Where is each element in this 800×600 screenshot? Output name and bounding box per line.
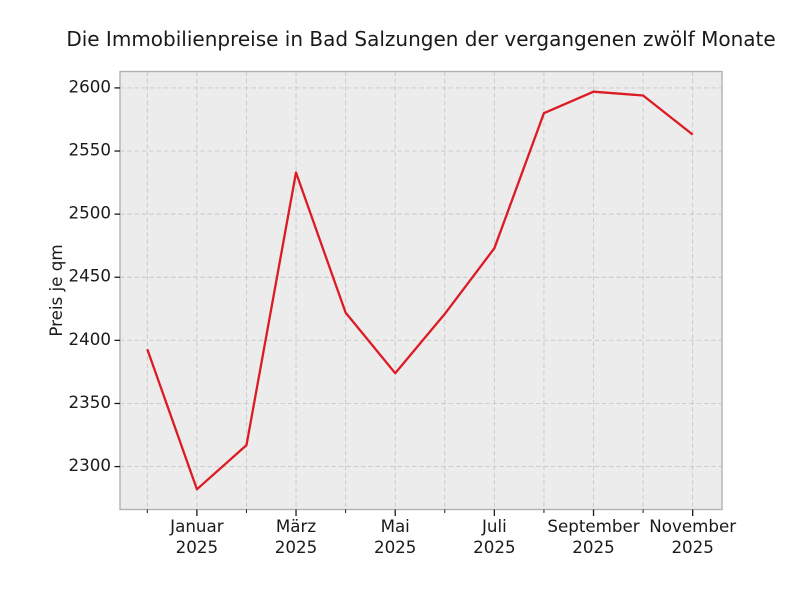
plot-area [120,71,722,510]
y-tick-label: 2550 [69,140,111,160]
x-tick-label: Mai 2025 [374,516,416,557]
y-axis-label: Preis je qm [46,244,66,336]
axis-ticks-layer [114,87,694,516]
y-tick-label: 2300 [69,455,111,475]
y-tick-label: 2450 [69,266,111,286]
y-tick-label: 2400 [69,329,111,349]
x-tick-label: Januar 2025 [169,516,224,557]
x-tick-label: November 2025 [649,516,736,557]
y-tick-label: 2350 [69,392,111,412]
axes-spines-layer [119,70,723,511]
x-tick-label: September 2025 [547,516,639,557]
plot-area-layer [120,71,722,510]
x-tick-label: Juli 2025 [473,516,515,557]
tick-labels-layer: 2300 2350 2400 2450 2500 2550 2600 Januar 2025 Mä… [69,76,737,557]
y-tick-label: 2500 [69,203,111,223]
data-line-layer [146,90,694,491]
y-tick-label: 2600 [69,76,111,96]
x-tick-label: März 2025 [275,516,317,557]
grid-lines-layer [120,71,722,510]
chart-title: Die Immobilienpreise in Bad Salzungen de… [66,27,775,51]
price-line [146,90,694,491]
axes-spines [119,70,723,511]
